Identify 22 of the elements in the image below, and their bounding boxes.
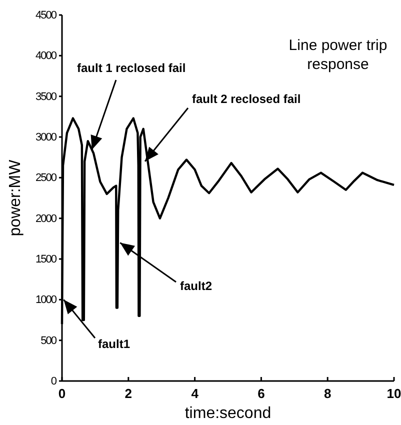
y-tick-label: 2500: [36, 172, 57, 184]
y-tick-label: 2000: [36, 212, 57, 225]
annotation: fault2: [180, 279, 212, 293]
y-axis-title: power:MW: [7, 158, 24, 236]
y-tick-label: 3500: [36, 90, 57, 103]
annotation: fault 1 reclosed fail: [77, 61, 186, 75]
x-tick-label: 10: [386, 386, 401, 402]
y-tick-label: 0: [50, 376, 57, 388]
x-tick-label: 4: [191, 386, 200, 402]
y-tick-label: 4000: [36, 50, 57, 62]
x-axis-title: time:second: [184, 405, 272, 422]
y-tick-label: 3000: [36, 132, 57, 144]
x-tick-label: 6: [258, 386, 265, 402]
y-tick-label: 4500: [36, 10, 57, 22]
y-tick-label: 500: [40, 334, 57, 347]
x-tick-label: 2: [124, 386, 132, 402]
y-tick-label: 1500: [36, 254, 57, 266]
text: Line power trip response: [288, 37, 388, 73]
x-tick-label: 8: [324, 386, 332, 402]
annotation: fault1: [98, 337, 130, 351]
annotation: fault 2 reclosed fail: [192, 92, 301, 106]
y-tick-label: 1000: [36, 294, 57, 306]
